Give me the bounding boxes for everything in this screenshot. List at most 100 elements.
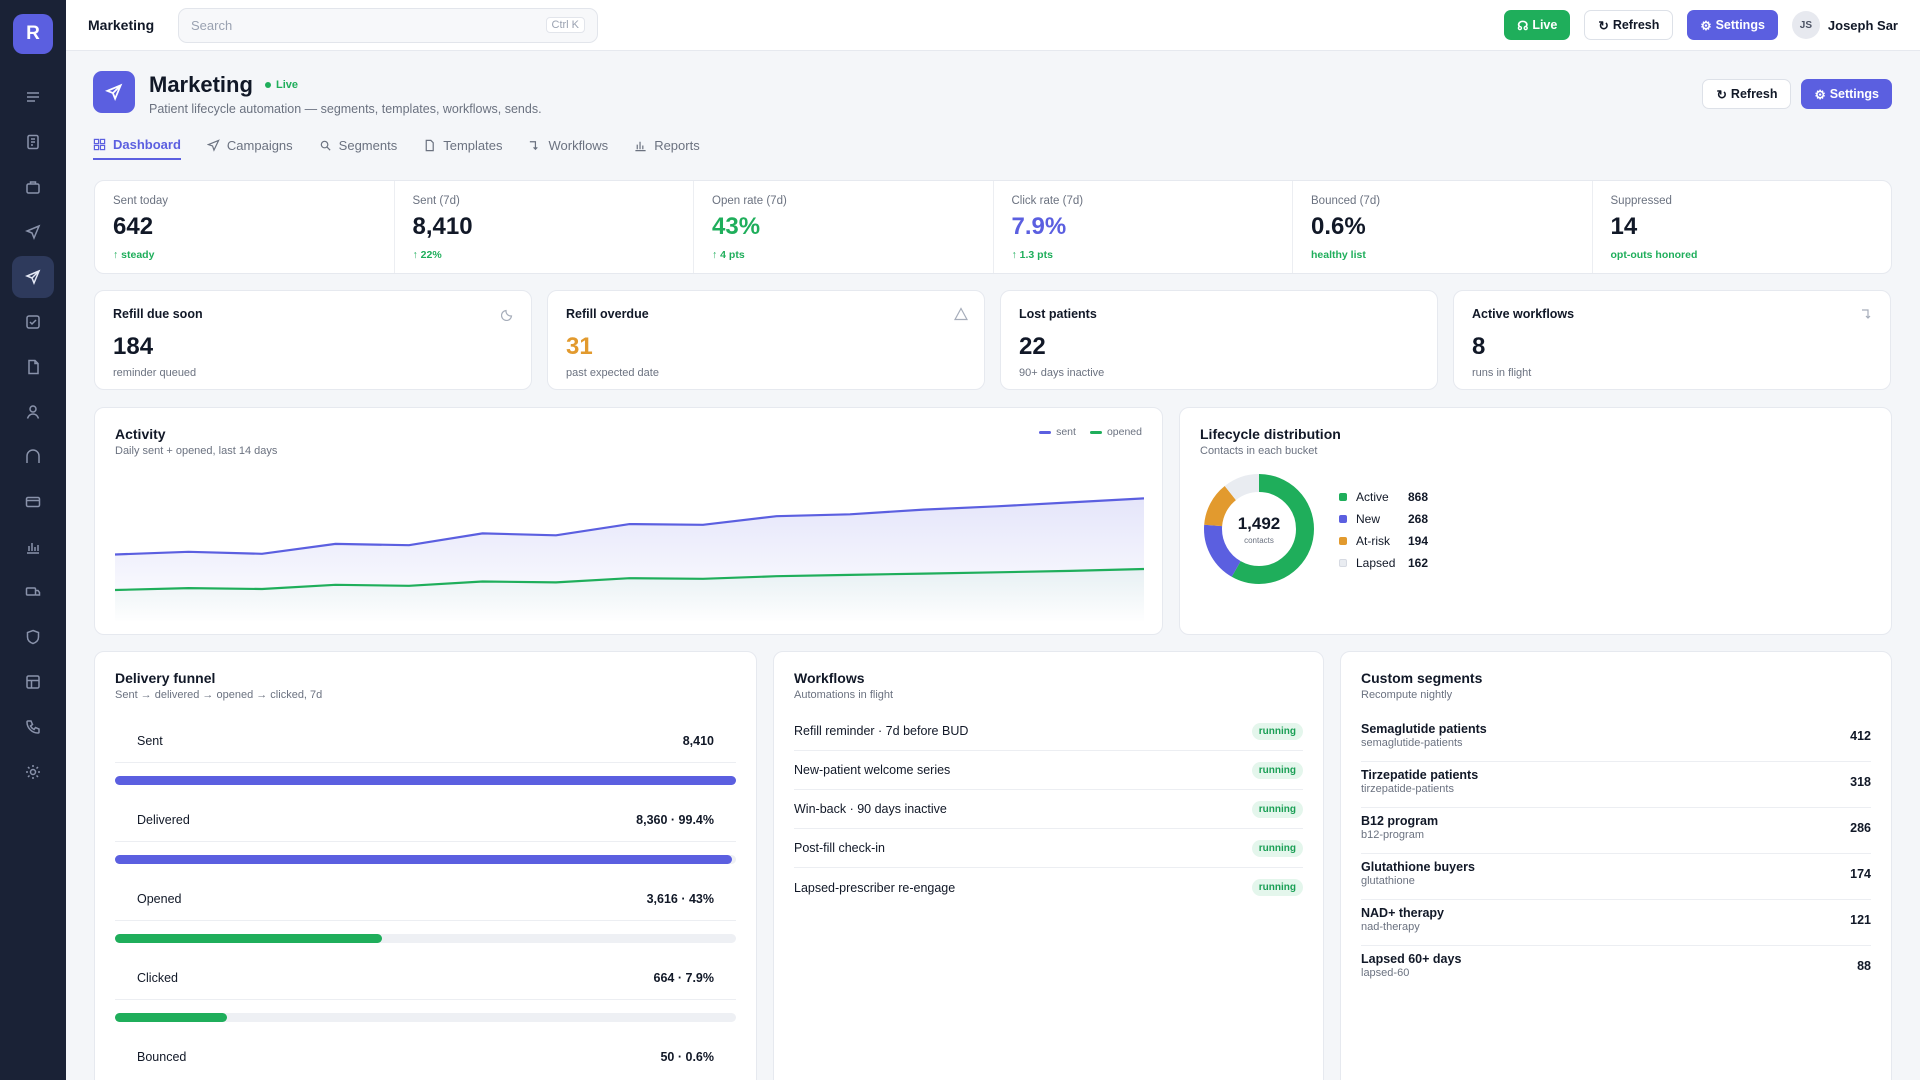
- legend-label: Active: [1356, 490, 1389, 504]
- stat-bounced: Bounced (7d) 0.6% healthy list: [1293, 181, 1593, 273]
- list-item[interactable]: Lapsed-prescriber re-engage running: [794, 868, 1303, 907]
- refresh-icon: ↻: [1598, 18, 1609, 33]
- list-item[interactable]: Refill reminder · 7d before BUD running: [794, 712, 1303, 751]
- funnel-bar: [115, 776, 736, 785]
- series-line-opened: [115, 567, 1144, 592]
- stat-value: 8,410: [412, 213, 473, 240]
- status-badge: Live: [265, 79, 298, 91]
- donut-total: 1,492: [1237, 513, 1281, 533]
- search-input[interactable]: Search Ctrl K: [178, 7, 598, 43]
- refresh-button[interactable]: ↻ Refresh: [1584, 10, 1674, 40]
- lifecycle-card: Lifecycle distribution Contacts in each …: [1179, 407, 1892, 635]
- list-item[interactable]: Tirzepatide patients tirzepatide-patients…: [1361, 762, 1871, 808]
- segment-name: Semaglutide patients: [1361, 722, 1487, 736]
- bar-chart-icon[interactable]: [12, 526, 54, 568]
- avatar[interactable]: JS: [1791, 11, 1820, 39]
- legend-label: Lapsed: [1356, 556, 1396, 570]
- workflow-name: Lapsed-prescriber re-engage: [794, 880, 956, 895]
- list-item[interactable]: New-patient welcome series running: [794, 751, 1303, 790]
- funnel-track: [115, 1013, 736, 1022]
- live-icon: ☊: [1517, 18, 1529, 33]
- table-icon[interactable]: [12, 661, 54, 703]
- segments-title: Custom segments: [1361, 670, 1483, 686]
- activity-chart: [115, 497, 1144, 623]
- segment-name: NAD+ therapy: [1361, 906, 1445, 920]
- kpi-label: Active workflows: [1472, 307, 1575, 321]
- stat-label: Suppressed: [1610, 195, 1672, 207]
- user-icon[interactable]: [12, 391, 54, 433]
- phone-icon[interactable]: [12, 706, 54, 748]
- kpi-refill-due: Refill due soon 184 reminder queued: [94, 290, 532, 390]
- tab-workflows[interactable]: Workflows: [528, 130, 608, 160]
- list-item[interactable]: Semaglutide patients semaglutide-patients…: [1361, 716, 1871, 762]
- legend-row: Active 868: [1339, 486, 1428, 508]
- stat-label: Bounced (7d): [1311, 195, 1381, 207]
- tab-reports[interactable]: Reports: [634, 130, 700, 160]
- list-item[interactable]: Glutathione buyers glutathione 174: [1361, 854, 1871, 900]
- workflows-title: Workflows: [794, 670, 865, 686]
- inventory-icon[interactable]: [12, 166, 54, 208]
- stat-trend: ↑ 1.3 pts: [1011, 249, 1053, 261]
- stat-value: 7.9%: [1011, 213, 1067, 240]
- list-item[interactable]: Post-fill check-in running: [794, 829, 1303, 868]
- list-item[interactable]: B12 program b12-program 286: [1361, 808, 1871, 854]
- gear-icon[interactable]: [12, 751, 54, 793]
- shield-icon[interactable]: [12, 616, 54, 658]
- legend-label: sent: [1056, 426, 1076, 438]
- segments-subtitle: Recompute nightly: [1361, 689, 1453, 701]
- header-refresh-button[interactable]: ↻ Refresh: [1702, 79, 1792, 109]
- stat-open-rate: Open rate (7d) 43% ↑ 4 pts: [694, 181, 994, 273]
- stat-trend: ↑ steady: [113, 249, 155, 261]
- legend-sent: sent: [1039, 426, 1076, 438]
- live-dot-icon: [265, 82, 271, 88]
- stat-sent-7d: Sent (7d) 8,410 ↑ 22%: [395, 181, 694, 273]
- tab-segments[interactable]: Segments: [319, 130, 397, 160]
- activity-title: Activity: [115, 426, 166, 442]
- sidebar: R: [0, 0, 66, 1080]
- list-item[interactable]: Lapsed 60+ days lapsed-60 88: [1361, 946, 1871, 992]
- funnel-row-bounced: Bounced 50 · 0.6%: [115, 1040, 736, 1080]
- workflow-name: Refill reminder · 7d before BUD: [794, 724, 969, 738]
- app-logo[interactable]: R: [13, 14, 53, 54]
- segment-slug: b12-program: [1361, 829, 1424, 841]
- marketing-nav-icon[interactable]: [12, 256, 54, 298]
- user-name[interactable]: Joseph Sar: [1827, 17, 1898, 33]
- stat-value: 14: [1610, 213, 1638, 240]
- search-icon: [320, 140, 331, 151]
- settings-button[interactable]: ⚙ Settings: [1687, 10, 1778, 40]
- tab-campaigns[interactable]: Campaigns: [206, 130, 293, 160]
- list-item[interactable]: Win-back · 90 days inactive running: [794, 790, 1303, 829]
- stats-row: Sent today 642 ↑ steady Sent (7d) 8,410 ↑ 22…: [94, 180, 1892, 274]
- live-button[interactable]: ☊ Live: [1504, 10, 1571, 40]
- list-item[interactable]: NAD+ therapy nad-therapy 121: [1361, 900, 1871, 946]
- menu-icon[interactable]: [12, 76, 54, 118]
- funnel-track: [115, 855, 736, 864]
- kpi-active-workflows: Active workflows 8 runs in flight: [1453, 290, 1891, 390]
- orders-icon[interactable]: [12, 121, 54, 163]
- card-icon[interactable]: [12, 481, 54, 523]
- document-icon[interactable]: [12, 346, 54, 388]
- page-title: Marketing: [149, 72, 253, 97]
- header-settings-button[interactable]: ⚙ Settings: [1801, 79, 1892, 109]
- stat-label: Sent today: [113, 195, 168, 207]
- donut-slice-new: [1204, 474, 1314, 584]
- page-subtitle: Patient lifecycle automation — segments,…: [149, 102, 542, 116]
- workflows-card: Workflows Automations in flight Refill r…: [773, 651, 1324, 1080]
- legend-value: 868: [1408, 490, 1429, 504]
- legend-row: Lapsed 162: [1339, 552, 1428, 574]
- funnel-subtitle: Sent → delivered → opened → clicked, 7d: [115, 689, 323, 701]
- tab-dashboard[interactable]: Dashboard: [93, 130, 181, 160]
- send-icon: [206, 138, 220, 152]
- top-bar: Marketing Search Ctrl K ☊ Live ↻ Refresh ⚙…: [66, 0, 1920, 51]
- truck-icon[interactable]: [12, 571, 54, 613]
- status-badge: running: [1251, 800, 1303, 818]
- checklist-icon[interactable]: [12, 301, 54, 343]
- workflows-subtitle: Automations in flight: [794, 689, 894, 701]
- tab-templates[interactable]: Templates: [423, 130, 502, 160]
- activity-card: Activity Daily sent + opened, last 14 da…: [94, 407, 1163, 635]
- send-icon[interactable]: [12, 211, 54, 253]
- arch-icon[interactable]: [12, 436, 54, 478]
- segment-slug: lapsed-60: [1361, 967, 1410, 979]
- stat-label: Click rate (7d): [1011, 195, 1084, 207]
- activity-legend: sent opened: [1039, 426, 1142, 438]
